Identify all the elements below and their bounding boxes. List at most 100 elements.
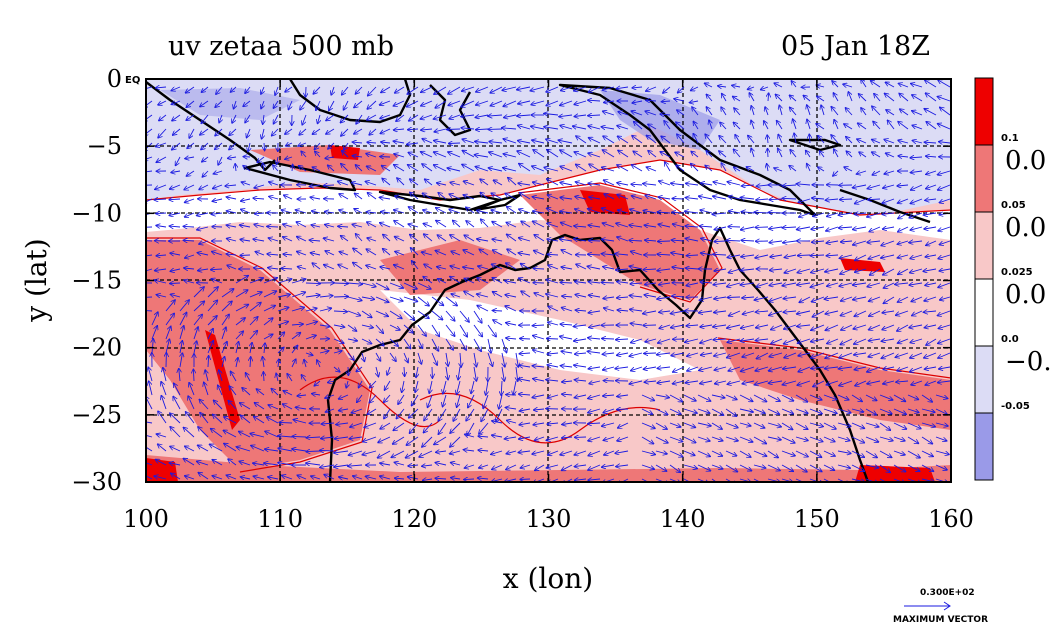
wind-vector [146,114,153,121]
wind-vector [451,251,461,256]
wind-vector [911,84,923,88]
wind-vector [755,254,769,258]
wind-vector [533,150,545,158]
wind-vector [754,212,769,213]
wind-vector [534,235,545,242]
wind-vector [692,107,699,116]
wind-vector [156,142,167,147]
wind-vector [505,194,517,200]
wind-vector [436,208,447,214]
chart-title-right: 05 Jan 18Z [781,31,930,62]
wind-vector [940,269,951,271]
wind-vector [450,266,461,269]
wind-vector [546,86,559,92]
wind-vector [263,372,264,382]
wind-vector [408,129,419,130]
wind-vector [646,100,657,101]
y-tick-label: 0 [107,65,122,93]
wind-vector [861,80,867,88]
wind-vector [267,226,279,227]
wind-vector [797,184,811,185]
wind-vector [435,100,447,108]
wind-vector [492,239,503,241]
wind-vector [700,210,713,213]
wind-vector [912,95,923,102]
wind-vector [547,223,559,228]
wind-vector [602,208,615,214]
wind-vector [706,151,713,158]
colorbar-segment [974,278,994,347]
wind-vector [173,128,181,135]
wind-vector [333,297,348,298]
wind-vector [184,226,195,227]
wind-vector [274,114,279,124]
wind-vector [340,252,349,255]
wind-vector [792,81,797,88]
x-tick-label: 150 [794,505,840,533]
wind-vector [264,142,265,150]
wind-vector [341,114,349,123]
wind-vector [355,194,363,200]
wind-vector [729,197,741,200]
wind-vector [588,254,601,255]
wind-vector [367,100,377,109]
wind-vector [248,142,250,151]
wind-vector [480,249,489,256]
wind-vector [171,171,181,173]
wind-vector [769,212,783,213]
wind-vector [425,179,433,186]
wind-vector [632,101,643,103]
wind-vector [187,170,195,176]
wind-vector [310,197,321,199]
wind-vector [686,183,699,185]
wind-vector [437,267,447,269]
wind-vector [629,225,643,227]
wind-vector [434,114,447,119]
wind-vector [618,151,629,158]
wind-vector [544,168,559,172]
wind-vector [728,182,741,186]
wind-vector [503,168,517,172]
wind-vector [421,86,433,92]
wind-vector [315,152,321,158]
wind-vector [434,141,447,143]
wind-vector [644,353,657,354]
wind-vector [253,239,265,241]
wind-vector [870,268,881,275]
coastline-australia [326,226,870,482]
wind-vector [532,140,545,143]
wind-vector [412,261,419,270]
wind-vector [821,105,824,116]
wind-vector [434,152,447,158]
wind-vector [477,211,489,214]
wind-vector [899,94,909,102]
wind-vector [898,240,909,244]
wind-vector [197,227,209,230]
wind-vector [632,196,643,200]
wind-vector [742,212,755,213]
wind-vector [478,266,489,269]
wind-vector [519,238,531,242]
wind-vector [325,225,335,227]
wind-vector [604,101,615,103]
wind-vector [380,223,391,228]
wind-vector [588,183,601,185]
wind-vector [324,185,335,186]
wind-vector [602,239,615,241]
wind-vector [367,249,377,256]
wind-vector [410,193,419,200]
wind-vector [616,223,629,228]
wind-vector [883,184,895,188]
wind-vector [561,86,573,91]
wind-vector [576,264,587,270]
wind-vector [421,114,433,119]
wind-vector [646,86,657,91]
wind-vector [633,151,643,158]
wind-vector [356,114,363,124]
wind-vector [634,122,643,130]
wind-vector [292,436,307,437]
wind-vector [185,198,195,202]
wind-vector [869,226,881,232]
wind-vector [408,224,419,227]
wind-vector [215,142,223,149]
